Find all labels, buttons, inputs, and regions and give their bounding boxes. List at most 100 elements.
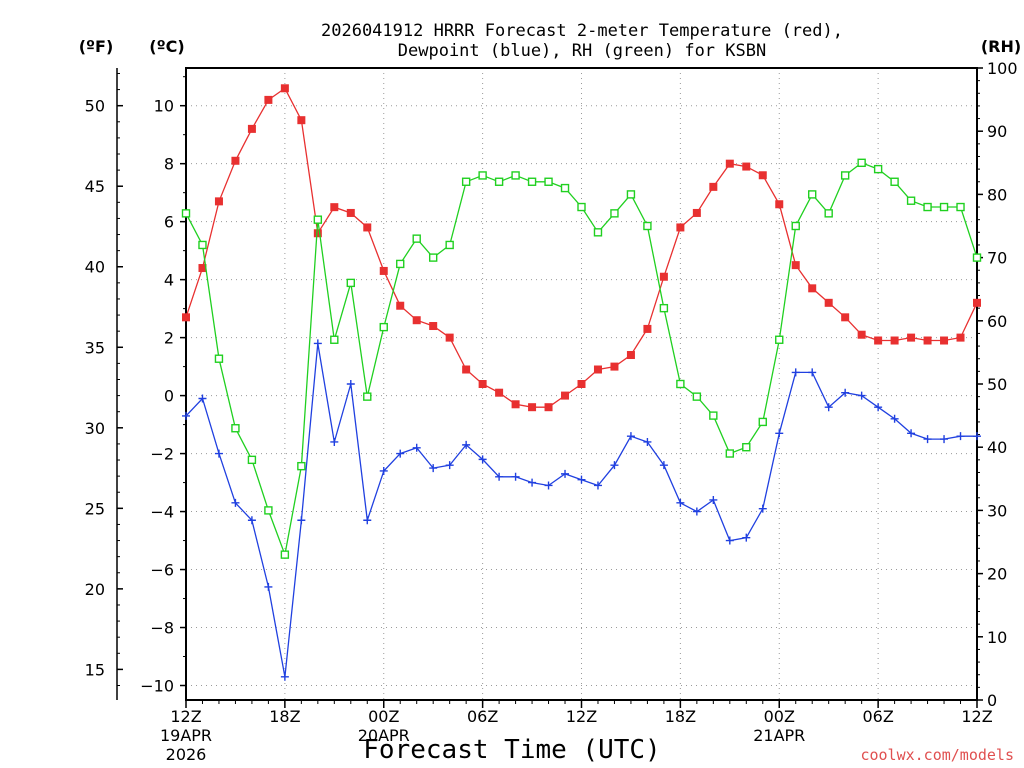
temperature-point (791, 261, 800, 270)
c-axis-tick-label: 0 (164, 387, 174, 406)
c-axis-tick-label: 2 (164, 329, 174, 348)
dewpoint-point (412, 443, 421, 452)
rh-point (478, 171, 487, 180)
f-axis-tick-label: 45 (85, 177, 105, 196)
rh-point (775, 335, 784, 344)
dewpoint-point (396, 449, 405, 458)
rh-point (264, 506, 273, 515)
c-axis-tick-label: 8 (164, 155, 174, 174)
rh-point (890, 177, 899, 186)
c-axis-tick-label: 10 (154, 97, 174, 116)
c-axis-tick-label: −6 (150, 561, 174, 580)
dewpoint-point (462, 440, 471, 449)
rh-point (873, 164, 883, 174)
rh-point (494, 177, 504, 186)
temperature-point (495, 388, 504, 397)
rh-point (824, 209, 833, 218)
rh-point (198, 240, 207, 250)
temperature-point (725, 159, 734, 168)
rh-axis-tick-label: 50 (987, 375, 1007, 394)
temperature-point (346, 208, 355, 217)
temperature-point (478, 380, 487, 388)
rh-point (676, 379, 685, 389)
rh-point (692, 392, 702, 401)
rh-point (181, 209, 191, 218)
temperature-point (890, 336, 899, 345)
dewpoint-point (429, 464, 438, 473)
temperature-point (182, 313, 190, 322)
dewpoint-point (528, 478, 537, 487)
rh-point (643, 221, 652, 231)
rh-point (379, 322, 388, 332)
dewpoint-point (313, 339, 322, 348)
f-axis-tick-label: 30 (85, 419, 105, 438)
temperature-line (185, 87, 978, 408)
dewpoint-point (198, 394, 207, 403)
c-axis-tick-label: −10 (140, 677, 174, 696)
dewpoint-point (280, 672, 289, 681)
temperature-point (412, 316, 421, 325)
rh-point (593, 228, 603, 237)
f-axis-tick-label: 50 (85, 97, 105, 116)
unit-fahrenheit-label: (ºF) (79, 37, 114, 56)
x-axis-year-label: 2026 (166, 745, 207, 764)
x-axis-date-label: 19APR (160, 726, 212, 745)
rh-axis-tick-label: 90 (987, 122, 1007, 141)
dewpoint-point (659, 461, 668, 470)
rh-point (214, 354, 224, 363)
dewpoint-point (445, 461, 454, 470)
unit-celsius-label: (ºC) (149, 37, 184, 56)
temperature-point (379, 266, 388, 275)
rh-axis-tick-label: 40 (987, 438, 1007, 457)
rh-axis-tick-label: 10 (987, 628, 1007, 647)
temperature-point (445, 333, 454, 342)
dewpoint-point (824, 403, 833, 412)
rh-axis-tick-label: 70 (987, 249, 1007, 268)
rh-point (857, 158, 866, 168)
dewpoint-point (643, 437, 652, 446)
c-axis-tick-label: 6 (164, 213, 174, 232)
dewpoint-point (330, 437, 339, 446)
temperature-point (280, 84, 289, 93)
rh-point (396, 259, 405, 269)
x-axis-tick-label: 18Z (665, 707, 696, 726)
temperature-point (577, 380, 586, 388)
rh-point (330, 335, 339, 344)
dewpoint-point (379, 466, 388, 475)
x-axis-tick-label: 12Z (566, 707, 597, 726)
c-axis-tick-label: −8 (150, 619, 174, 638)
temperature-point (940, 336, 949, 345)
x-axis-date-label: 20APR (358, 726, 410, 745)
dewpoint-point (495, 472, 504, 481)
temperature-point (462, 365, 471, 374)
rh-point (956, 202, 965, 212)
rh-point (560, 183, 570, 193)
temperature-point (231, 156, 240, 165)
dewpoint-point (956, 432, 965, 441)
dewpoint-point (709, 495, 718, 504)
rh-point (808, 190, 817, 199)
rh-point (742, 443, 751, 452)
f-axis-tick-label: 15 (85, 660, 105, 679)
temperature-point (874, 336, 883, 345)
f-axis-tick-label: 35 (85, 338, 105, 357)
temperature-point (593, 365, 602, 374)
rh-point (626, 190, 636, 199)
rh-point (346, 278, 355, 288)
dewpoint-point (478, 455, 487, 464)
temperature-point (676, 223, 685, 232)
temperature-point (808, 284, 817, 293)
rh-point (231, 424, 240, 433)
temperature-point (841, 313, 850, 322)
dewpoint-point (511, 472, 520, 481)
rh-point (511, 171, 520, 180)
temperature-point (528, 403, 537, 412)
rh-axis-tick-label: 30 (987, 501, 1007, 520)
x-axis-tick-label: 00Z (368, 707, 399, 726)
temperature-point (775, 200, 784, 209)
credit-link[interactable]: coolwx.com/models (860, 746, 1014, 764)
dewpoint-point (231, 498, 240, 507)
rh-axis-tick-label: 80 (987, 185, 1007, 204)
temperature-point (297, 116, 306, 125)
